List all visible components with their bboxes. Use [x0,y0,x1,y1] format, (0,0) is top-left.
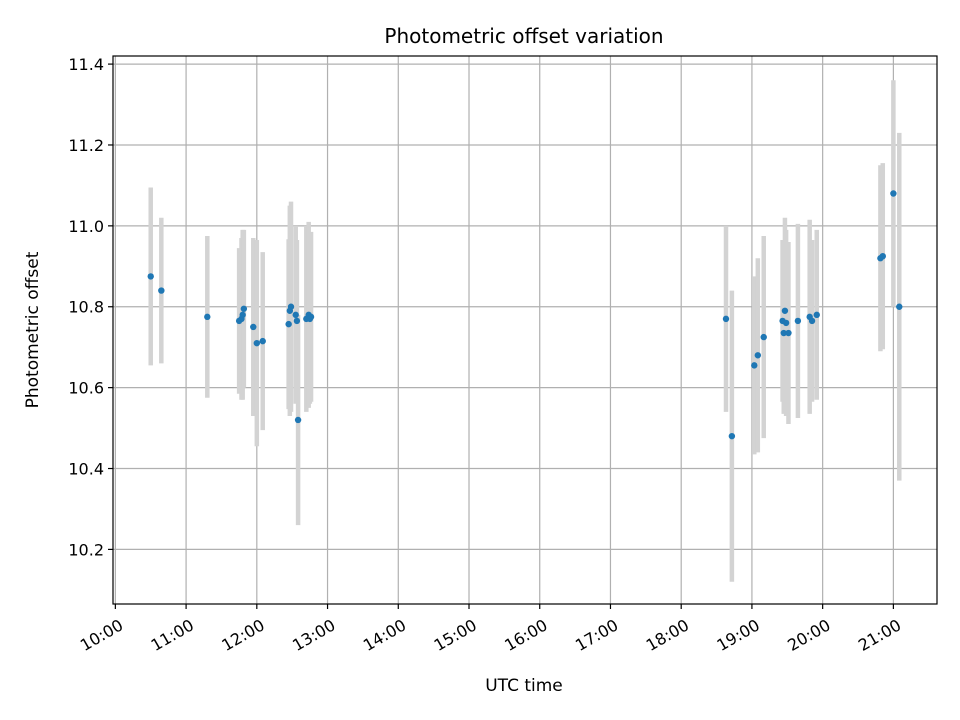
data-points [147,190,903,440]
data-point [890,190,897,197]
y-axis-ticks: 10.2 10.4 10.6 10.8 11.0 11.2 11.4 [68,55,113,559]
data-point [782,319,790,327]
data-point [760,333,767,341]
data-point [785,329,792,337]
data-point [307,313,315,321]
data-point [250,323,257,331]
data-point [808,317,816,325]
data-point [204,313,211,321]
data-point [794,317,802,325]
data-point [896,303,903,310]
grid [113,56,937,604]
y-tick-label: 10.8 [68,298,104,317]
y-tick-label: 11.0 [68,217,104,236]
data-point [253,339,261,347]
data-point [813,311,820,319]
data-point [728,432,736,440]
data-point [292,311,299,319]
data-point [780,329,787,337]
data-point [781,307,789,314]
y-tick-label: 10.4 [68,460,104,479]
data-point [287,303,295,310]
y-tick-label: 11.4 [68,55,104,74]
y-tick-label: 10.6 [68,379,104,398]
data-point [294,416,302,424]
chart-title: Photometric offset variation [384,24,663,48]
y-tick-label: 11.2 [68,136,104,155]
y-axis-title: Photometric offset [23,251,43,408]
data-point [240,305,248,312]
data-point [239,311,246,319]
data-point [285,320,292,328]
data-point [879,252,886,260]
data-point [293,317,301,325]
data-point [158,287,165,294]
data-point [754,352,762,359]
x-axis-title: UTC time [485,676,563,696]
plot-frame [112,55,938,605]
data-point [751,362,758,369]
data-point [722,315,730,323]
data-point [259,337,266,345]
y-tick-label: 10.2 [68,540,104,559]
data-point [147,273,154,280]
